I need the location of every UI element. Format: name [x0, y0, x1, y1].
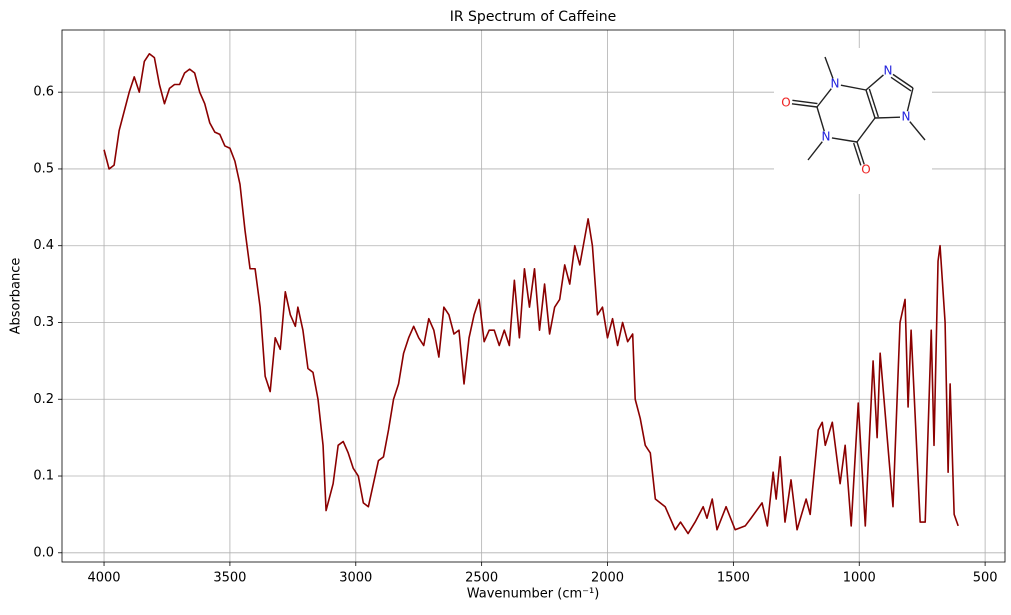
- chart-title: IR Spectrum of Caffeine: [450, 9, 617, 25]
- y-tick-label: 0.0: [33, 545, 54, 560]
- y-tick-label: 0.3: [33, 315, 54, 330]
- bond: [906, 87, 914, 112]
- plot-frame: [61, 29, 1006, 563]
- bond: [807, 141, 823, 161]
- atom-label: O: [861, 163, 870, 177]
- bond: [816, 88, 832, 108]
- bond: [874, 116, 901, 119]
- bond: [831, 137, 858, 143]
- bond: [792, 99, 818, 105]
- x-tick-label: 2500: [465, 571, 498, 586]
- bond: [865, 89, 876, 119]
- bond: [892, 73, 914, 89]
- atom-label: N: [822, 130, 831, 144]
- y-tick-label: 0.6: [33, 85, 54, 100]
- atom-label: O: [781, 96, 790, 110]
- x-tick-label: 2000: [591, 571, 624, 586]
- y-tick-label: 0.1: [33, 469, 54, 484]
- x-axis-label: Wavenumber (cm⁻¹): [467, 587, 600, 602]
- atom-label: N: [831, 77, 840, 91]
- x-tick-label: 4000: [87, 571, 120, 586]
- bond: [865, 74, 884, 91]
- x-tick-label: 500: [973, 571, 998, 586]
- spectrum-line: [103, 53, 959, 535]
- y-axis-label: Absorbance: [9, 258, 24, 335]
- x-tick-label: 3500: [213, 571, 246, 586]
- bond: [856, 117, 876, 143]
- inset-background: [774, 48, 932, 194]
- x-tick-label: 1000: [843, 571, 876, 586]
- bond: [890, 76, 912, 92]
- bond: [868, 88, 879, 118]
- x-tick-label: 3000: [339, 571, 372, 586]
- structure-inset: N N N N O O: [774, 48, 932, 194]
- bond: [909, 121, 926, 141]
- bond: [856, 141, 865, 165]
- y-tick-label: 0.2: [33, 392, 54, 407]
- y-tick-label: 0.4: [33, 238, 54, 253]
- bond: [791, 103, 818, 108]
- bond: [840, 84, 867, 91]
- bond: [853, 142, 862, 166]
- x-tick-label: 1500: [717, 571, 750, 586]
- atom-label: N: [884, 64, 893, 78]
- bond: [824, 56, 834, 79]
- y-tick-label: 0.5: [33, 161, 54, 176]
- bond: [816, 106, 825, 132]
- atom-label: N: [902, 110, 911, 124]
